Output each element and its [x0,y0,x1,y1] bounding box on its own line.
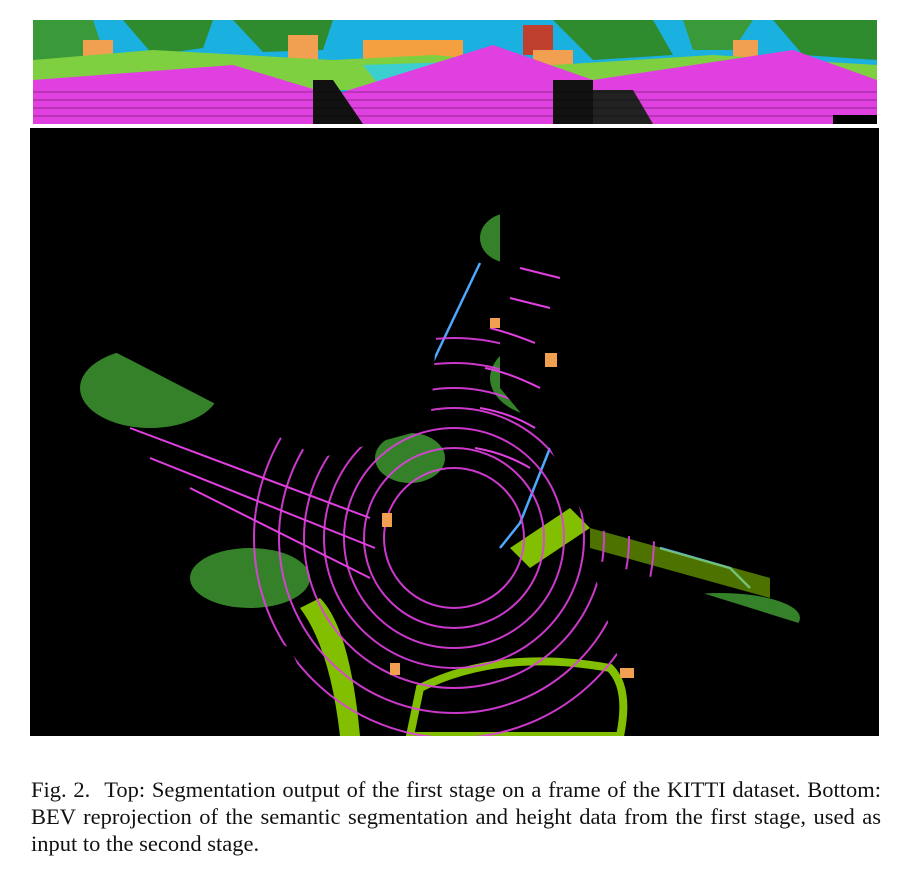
bev-reprojection-canvas [30,128,879,736]
segmentation-range-image-canvas [33,20,877,124]
bev-reprojection-image [30,128,879,736]
figure-caption-text: Top: Segmentation output of the first st… [31,777,881,856]
figure-caption: Fig. 2. Top: Segmentation output of the f… [31,776,881,857]
segmentation-range-image [33,20,877,124]
figure-label: Fig. 2. [31,777,91,802]
